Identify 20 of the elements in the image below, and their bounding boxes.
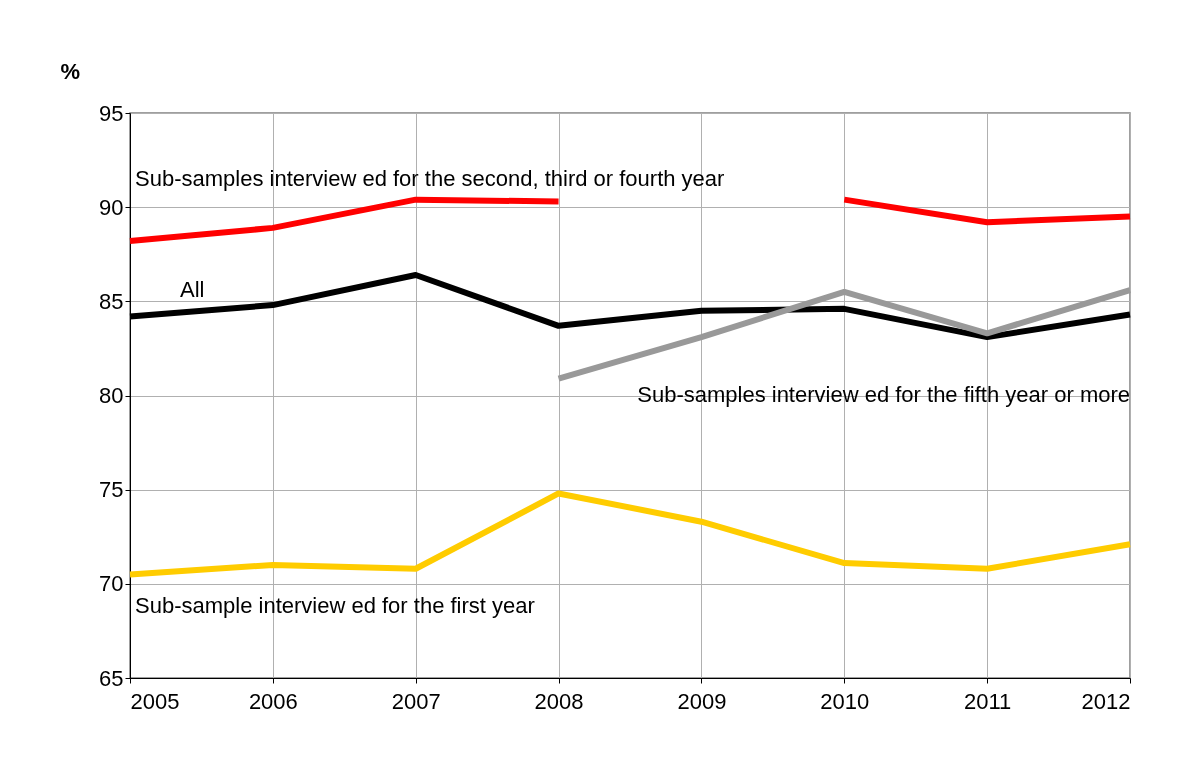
series-label: Sub-sample interview ed for the first year — [135, 593, 535, 619]
x-tick-label: 2010 — [820, 688, 870, 714]
x-tick-label: 2012 — [1081, 688, 1131, 714]
x-tick-label: 2009 — [677, 688, 727, 714]
y-axis-title: % — [60, 58, 81, 84]
series-label: All — [180, 277, 205, 303]
series-label: Sub-samples interview ed for the fifth year or more — [637, 382, 1130, 408]
y-tick-label: 80 — [99, 383, 124, 408]
y-tick-label: 95 — [99, 100, 124, 126]
x-tick-label: 2007 — [391, 688, 441, 714]
y-tick-label: 65 — [99, 665, 124, 691]
x-tick-label: 2006 — [248, 688, 298, 714]
x-tick-label: 2008 — [534, 688, 584, 714]
y-tick-label: 70 — [99, 571, 124, 597]
y-tick-label: 90 — [99, 194, 124, 220]
x-tick-label: 2011 — [963, 688, 1012, 714]
series-label: Sub-samples interview ed for the second, third or fourth year — [135, 166, 725, 192]
x-tick-label: 2005 — [130, 688, 180, 714]
y-tick-label: 75 — [99, 477, 124, 503]
y-tick-label: 85 — [99, 288, 124, 314]
